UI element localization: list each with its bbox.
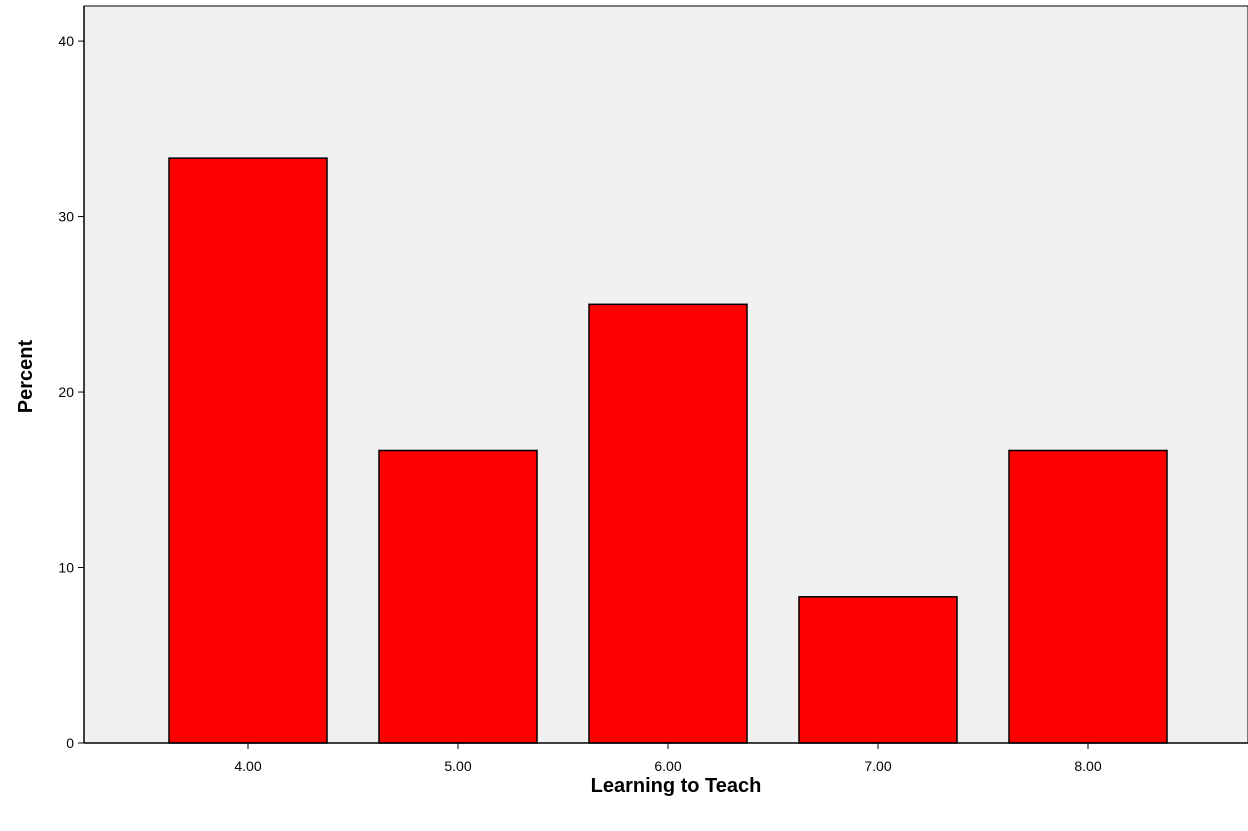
bar-7.00 (798, 596, 958, 744)
bar-4.00 (168, 157, 328, 744)
y-tick-label: 20 (58, 384, 74, 400)
x-tick-label: 8.00 (1074, 758, 1101, 774)
x-axis-ticks: 4.00 5.00 6.00 7.00 8.00 (234, 743, 1102, 774)
x-tick-label: 7.00 (864, 758, 891, 774)
bar-8.00 (1008, 449, 1168, 744)
y-tick-label: 0 (66, 735, 74, 751)
x-axis-title: Learning to Teach (591, 775, 762, 797)
y-tick-label: 30 (58, 209, 74, 225)
y-axis-title: Percent (15, 339, 37, 413)
x-tick-label: 6.00 (654, 758, 681, 774)
x-tick-label: 4.00 (234, 758, 261, 774)
y-tick-label: 10 (58, 560, 74, 576)
bar-6.00 (588, 303, 748, 744)
bars (168, 157, 1168, 744)
y-tick-label: 40 (58, 33, 74, 49)
y-axis-ticks: 0 10 20 30 40 (58, 33, 84, 751)
x-tick-label: 5.00 (444, 758, 471, 774)
bar-5.00 (378, 449, 538, 744)
